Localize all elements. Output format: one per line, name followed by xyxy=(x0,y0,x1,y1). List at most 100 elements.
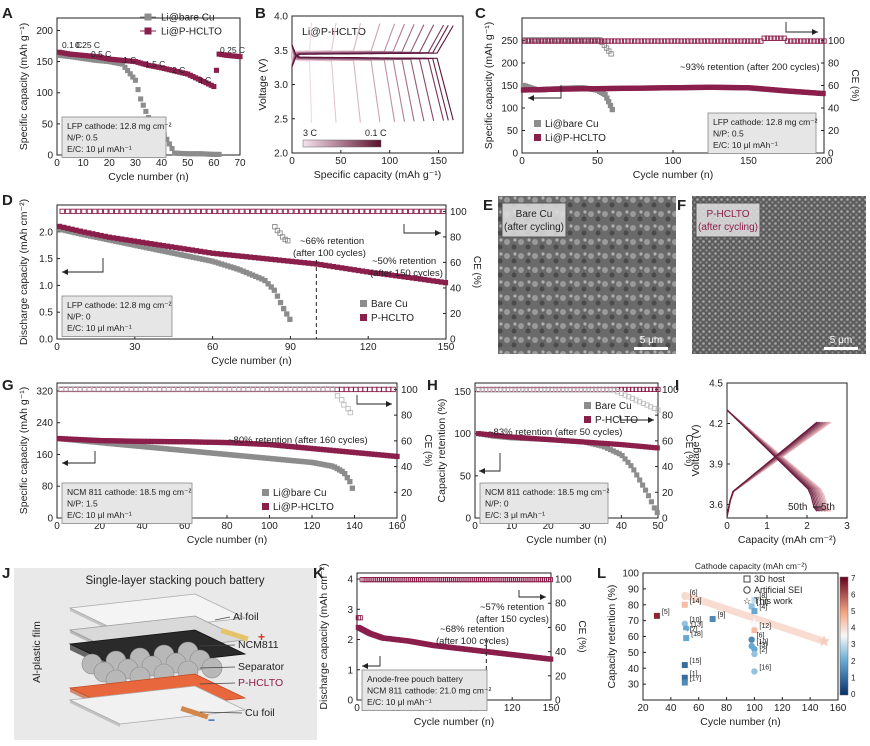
y-tick-label: 0.5 xyxy=(39,308,53,319)
data-point xyxy=(668,38,674,44)
data-point xyxy=(593,387,599,393)
data-point xyxy=(271,208,278,215)
info-box-line: NCM 811 cathode: 18.5 mg cm⁻² xyxy=(67,487,191,497)
scale-bar xyxy=(824,347,858,350)
data-point xyxy=(135,208,142,215)
chart-title: Li@P-HCLTO xyxy=(302,26,366,38)
y-axis-label: Voltage (V) xyxy=(257,59,269,111)
y-tick-label: 0 xyxy=(465,514,471,525)
reference-label: [8] xyxy=(759,593,767,600)
y2-tick-label: 40 xyxy=(828,104,840,115)
this-work-star xyxy=(818,635,830,647)
colorbar-tick-label: 2 xyxy=(851,657,856,666)
data-point xyxy=(661,38,668,44)
data-point xyxy=(390,386,396,393)
plot-frame xyxy=(726,382,848,519)
colorbar-tick-label: 1 xyxy=(851,673,856,682)
diagram-title: Single-layer stacking pouch battery xyxy=(86,575,265,587)
data-point xyxy=(348,386,354,393)
data-point xyxy=(588,38,595,44)
reference-label: [7] xyxy=(690,626,698,633)
data-point xyxy=(394,453,400,460)
x-tick-label: 40 xyxy=(616,521,628,532)
reference-label: [5] xyxy=(662,609,670,616)
data-point xyxy=(695,38,701,44)
y2-tick-label: 100 xyxy=(401,385,418,396)
legend-marker xyxy=(743,575,751,583)
reference-label: [4] xyxy=(759,604,767,611)
data-point xyxy=(781,35,787,41)
data-point xyxy=(127,71,133,77)
data-point xyxy=(718,38,724,44)
y-tick-label: 70 xyxy=(628,616,640,627)
data-point xyxy=(525,38,531,44)
x-tick-label: 0 xyxy=(472,521,478,532)
y-tick-label: 2.0 xyxy=(39,227,53,238)
x-tick-label: 90 xyxy=(285,342,297,353)
data-point xyxy=(494,387,500,393)
y-tick-label: 1.0 xyxy=(39,281,53,292)
x-tick-label: 100 xyxy=(381,156,398,167)
data-point xyxy=(637,386,643,392)
data-point xyxy=(778,35,784,41)
data-point xyxy=(103,208,109,215)
y2-tick-label: 60 xyxy=(662,436,674,447)
data-point xyxy=(612,38,618,44)
data-point xyxy=(596,387,602,393)
data-point xyxy=(675,38,681,44)
data-point xyxy=(476,387,482,393)
data-point xyxy=(643,487,649,493)
x-tick-label: 100 xyxy=(746,703,763,714)
legend-marker xyxy=(534,134,541,141)
y2-tick-label: 60 xyxy=(828,81,840,92)
data-point xyxy=(552,38,558,44)
data-point xyxy=(138,96,144,102)
y-tick-label: 150 xyxy=(36,57,53,68)
data-point xyxy=(135,87,141,93)
positive-sign: + xyxy=(258,630,265,644)
panel-label-L: L xyxy=(597,565,606,582)
this-work-star xyxy=(748,617,761,629)
y-tick-label: 50 xyxy=(42,119,54,130)
y-axis-label: Specific capacity (mAh g⁻¹) xyxy=(18,387,30,515)
data-point xyxy=(628,38,634,44)
arrow-head xyxy=(528,95,534,101)
y-axis-label: Voltage (V) xyxy=(690,425,702,477)
colorbar-tick-label: 4 xyxy=(851,624,856,633)
data-point xyxy=(708,38,714,44)
data-point xyxy=(784,38,791,44)
x-tick-label: 60 xyxy=(207,342,219,353)
y-tick-label: 100 xyxy=(454,429,471,440)
data-point xyxy=(339,397,345,403)
data-point xyxy=(516,387,522,393)
x-axis-label: Cycle number (n) xyxy=(526,534,607,546)
legend-marker xyxy=(144,27,152,35)
colorbar-label: 3 C xyxy=(303,128,318,138)
y-tick-label: 50 xyxy=(460,471,472,482)
reference-label: [6] xyxy=(757,633,765,640)
data-point xyxy=(337,208,343,215)
data-point xyxy=(97,208,103,215)
data-point xyxy=(353,386,359,393)
x-tick-label: 140 xyxy=(346,521,363,532)
data-point xyxy=(651,386,657,392)
scale-bar xyxy=(634,347,668,350)
axis-arrow xyxy=(403,224,441,234)
x-axis-label: Cycle number (n) xyxy=(414,716,495,728)
y-tick-label: 150 xyxy=(454,387,471,398)
data-point xyxy=(798,38,804,44)
y2-tick-label: 80 xyxy=(555,599,567,610)
data-point xyxy=(545,38,551,44)
data-point xyxy=(342,208,349,215)
data-point xyxy=(821,38,827,44)
data-point xyxy=(277,208,283,215)
data-point xyxy=(520,387,526,393)
legend-entry: Li@P-HCLTO xyxy=(273,502,334,513)
data-point xyxy=(654,445,660,451)
data-point xyxy=(509,387,515,393)
y-axis-label: Discharge capacity (mAh cm⁻²) xyxy=(18,199,30,345)
data-point xyxy=(582,387,588,393)
charge-curve xyxy=(726,421,818,517)
axis-arrow xyxy=(356,395,392,405)
data-point xyxy=(125,68,131,74)
